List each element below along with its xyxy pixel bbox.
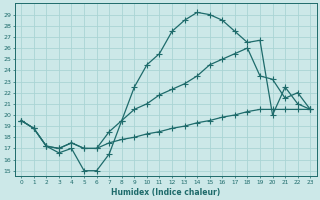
X-axis label: Humidex (Indice chaleur): Humidex (Indice chaleur) bbox=[111, 188, 220, 197]
